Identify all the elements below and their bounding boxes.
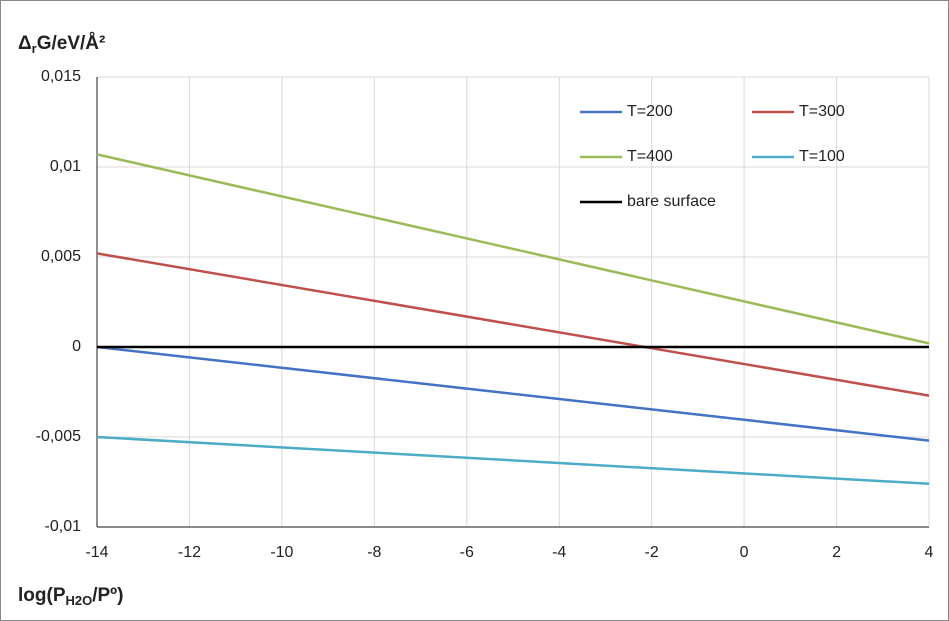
x-title-sub: H2O	[66, 593, 93, 608]
legend-label: T=200	[627, 103, 673, 120]
legend-label: T=100	[799, 148, 845, 165]
y-tick-label: 0,015	[41, 68, 81, 85]
series-line	[96, 435, 930, 486]
x-tick-label: -6	[460, 544, 474, 561]
x-tick-label: -2	[645, 544, 659, 561]
y-title-part: Δ	[18, 33, 32, 54]
y-axis-title: ΔrG/eV/Å²	[18, 33, 105, 56]
y-title-part: G/eV/Å²	[37, 33, 106, 54]
x-title-part: /Pº)	[92, 585, 123, 606]
y-tick-label: 0,01	[50, 158, 81, 175]
x-tick-label: 0	[740, 544, 749, 561]
x-tick-label: -4	[552, 544, 566, 561]
x-tick-label: -10	[270, 544, 293, 561]
series-line	[96, 252, 930, 397]
y-tick-label: 0	[72, 338, 81, 355]
x-axis-title: log(PH2O/Pº)	[18, 585, 123, 608]
y-tick-label: 0,005	[41, 248, 81, 265]
x-tick-label: -12	[178, 544, 201, 561]
series-line	[96, 345, 930, 442]
y-tick-label: -0,01	[45, 518, 82, 535]
series-line	[96, 153, 930, 345]
y-title-sub: r	[32, 41, 37, 56]
x-tick-label: 2	[832, 544, 841, 561]
legend-label: T=300	[799, 103, 845, 120]
x-tick-label: -14	[85, 544, 108, 561]
legend-label: bare surface	[627, 193, 716, 210]
x-title-part: log(P	[18, 585, 66, 606]
legend-label: T=400	[627, 148, 673, 165]
x-tick-label: -8	[367, 544, 381, 561]
y-tick-label: -0,005	[36, 428, 81, 445]
x-tick-label: 4	[925, 544, 934, 561]
